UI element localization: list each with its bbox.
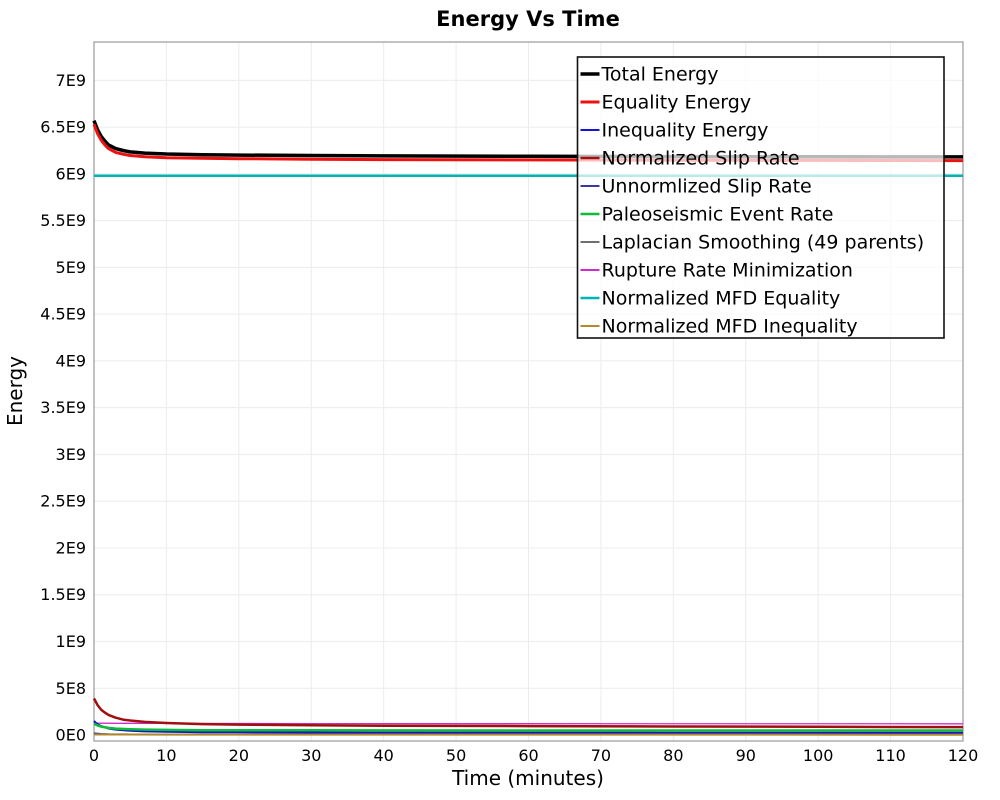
series-line-equality-energy bbox=[92, 123, 964, 163]
y-tick-label: 3.5E9 bbox=[40, 398, 86, 417]
legend-box bbox=[576, 56, 945, 339]
x-tick-label: 60 bbox=[518, 746, 538, 765]
x-tick-label: 50 bbox=[446, 746, 466, 765]
y-tick-label: 4E9 bbox=[56, 351, 86, 370]
series-line-normalized-slip-rate bbox=[92, 697, 964, 729]
x-tick-label: 110 bbox=[875, 746, 906, 765]
y-tick-label: 3E9 bbox=[56, 445, 86, 464]
y-axis-tick-labels: 0E0 5E8 1E9 1.5E9 2E9 2.5E9 3E9 3.5E9 4E9 4.5E9 5E… bbox=[40, 71, 86, 745]
x-tick-label: 100 bbox=[803, 746, 834, 765]
y-tick-label: 4.5E9 bbox=[40, 305, 86, 324]
x-tick-label: 40 bbox=[373, 746, 393, 765]
legend-label: Paleoseismic Event Rate bbox=[602, 204, 834, 226]
x-tick-label: 10 bbox=[156, 746, 176, 765]
y-tick-label: 0E0 bbox=[56, 726, 86, 745]
x-tick-label: 80 bbox=[663, 746, 683, 765]
series-line-rupture-rate-minimization bbox=[93, 722, 964, 725]
x-tick-label: 90 bbox=[736, 746, 756, 765]
y-tick-label: 5.5E9 bbox=[40, 211, 86, 230]
legend-label: Laplacian Smoothing (49 parents) bbox=[602, 232, 925, 254]
x-tick-label: 30 bbox=[301, 746, 321, 765]
series-line-total-energy bbox=[92, 119, 964, 159]
y-axis-label: Energy bbox=[3, 356, 27, 426]
legend-label: Total Energy bbox=[601, 64, 719, 86]
legend-label: Equality Energy bbox=[602, 92, 752, 114]
legend-label: Inequality Energy bbox=[602, 120, 769, 142]
y-tick-label: 5E9 bbox=[56, 258, 86, 277]
chart-title: Energy Vs Time bbox=[436, 7, 620, 31]
x-axis-tick-labels: 0 10 20 30 40 50 60 70 80 90 100 110 120 bbox=[89, 746, 978, 765]
series-line-paleoseismic-event-rate bbox=[93, 722, 963, 732]
x-axis-label: Time (minutes) bbox=[451, 766, 604, 790]
x-tick-label: 70 bbox=[591, 746, 611, 765]
x-tick-label: 20 bbox=[229, 746, 249, 765]
legend-label: Normalized Slip Rate bbox=[602, 148, 800, 170]
legend: Total Energy Equality Energy Inequality En… bbox=[576, 56, 945, 339]
x-tick-label: 0 bbox=[89, 746, 99, 765]
legend-label: Unnormlized Slip Rate bbox=[602, 176, 812, 198]
y-tick-label: 1E9 bbox=[56, 632, 86, 651]
legend-label: Normalized MFD Equality bbox=[602, 288, 841, 310]
x-tick-label: 120 bbox=[948, 746, 979, 765]
y-tick-label: 6E9 bbox=[56, 164, 86, 183]
y-tick-label: 6.5E9 bbox=[40, 118, 86, 137]
y-tick-label: 5E8 bbox=[56, 679, 86, 698]
y-tick-label: 2.5E9 bbox=[40, 492, 86, 511]
plot-border bbox=[93, 41, 964, 742]
y-tick-label: 1.5E9 bbox=[40, 585, 86, 604]
y-tick-label: 7E9 bbox=[56, 71, 86, 90]
y-tick-label: 2E9 bbox=[56, 538, 86, 557]
legend-label: Normalized MFD Inequality bbox=[602, 316, 858, 338]
legend-label: Rupture Rate Minimization bbox=[602, 260, 853, 282]
